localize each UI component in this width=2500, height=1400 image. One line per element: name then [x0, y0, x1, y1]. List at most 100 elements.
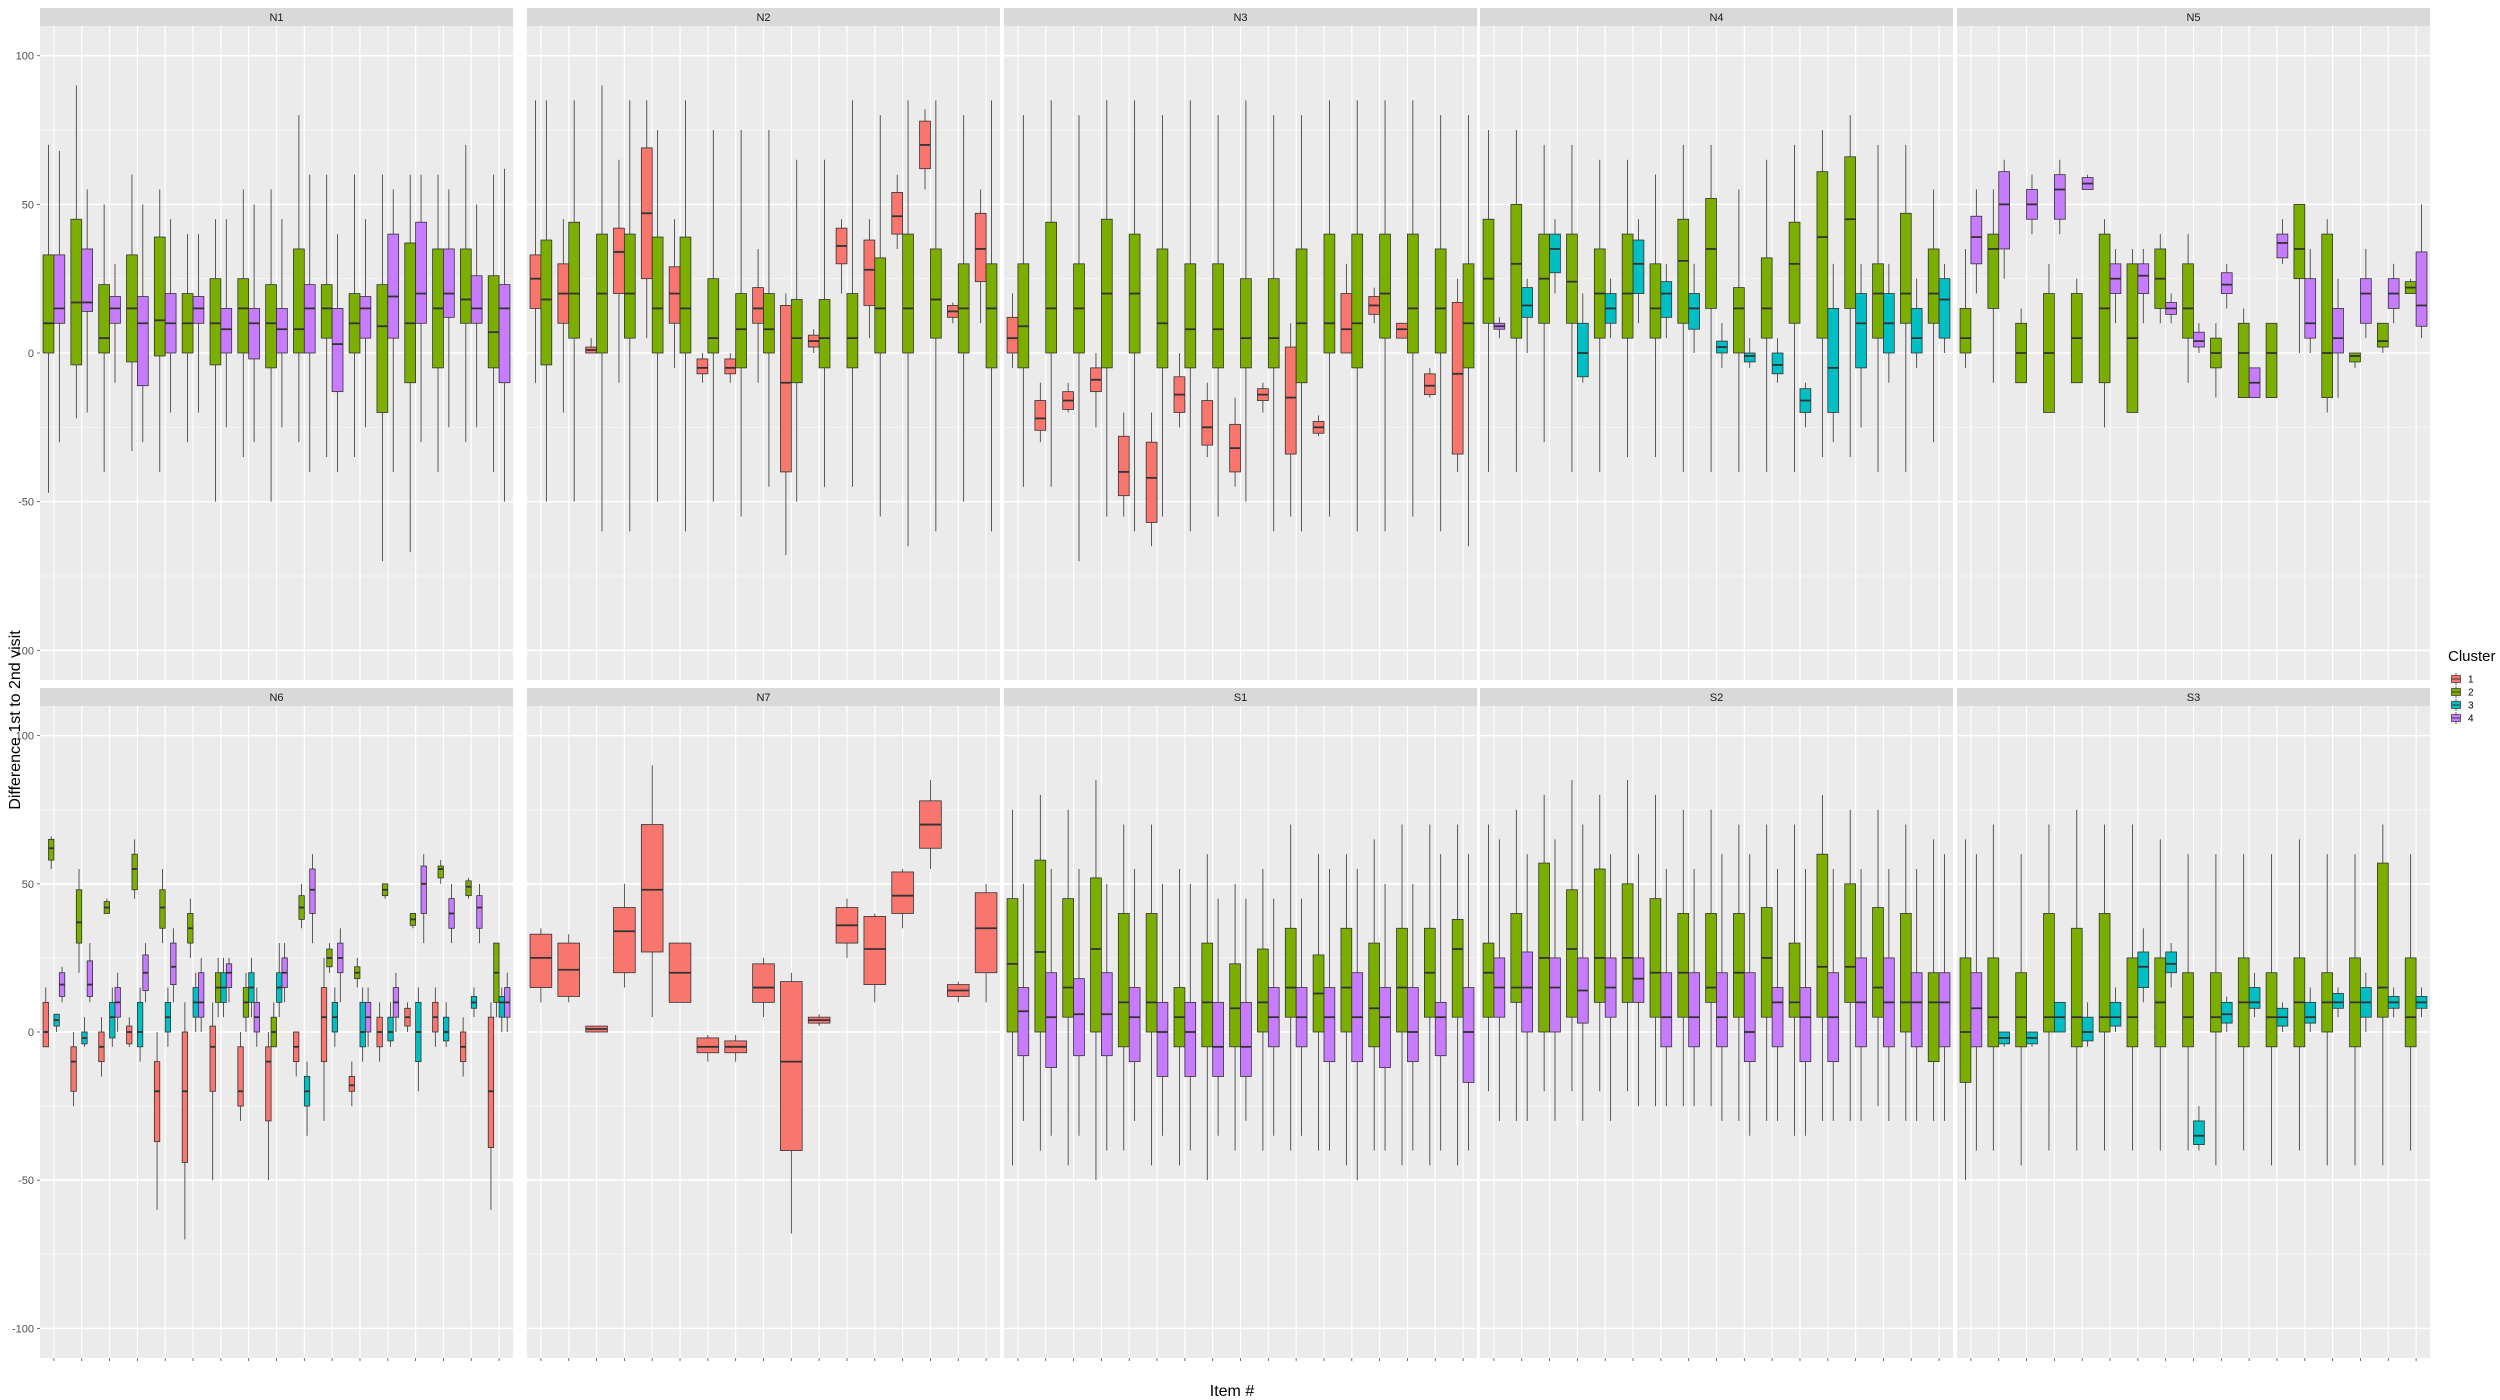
box-N2-item7-cluster2 [707, 130, 720, 502]
box-body [1855, 293, 1867, 369]
box-body [2015, 972, 2027, 1048]
box-S1-item5-cluster2 [1117, 824, 1130, 1151]
box-N3-item9-cluster2 [1240, 100, 1252, 502]
box-N1-item1-cluster4 [53, 150, 66, 443]
box-body [846, 293, 859, 369]
box-S3-item6-cluster2 [2098, 824, 2111, 1151]
box-N3-item12-cluster1 [1312, 415, 1325, 437]
box-N3-item2-cluster2 [1045, 100, 1057, 487]
panel-strip [1957, 688, 2430, 706]
box-N5-item13-cluster2 [2293, 203, 2306, 353]
box-body [1407, 987, 1419, 1063]
box-S3-item17-cluster2 [2404, 854, 2417, 1151]
box-N6-item11-cluster4 [337, 928, 344, 1003]
box-N4-item12-cluster3 [1799, 382, 1812, 428]
box-body [891, 871, 914, 914]
box-N7-item2-cluster1 [557, 934, 580, 1003]
box-body [1482, 942, 1495, 1018]
box-N6-item15-cluster1 [432, 987, 439, 1047]
box-body [902, 233, 914, 354]
box-body [1451, 302, 1464, 455]
box-N2-item4-cluster2 [623, 100, 636, 532]
panel-strip [1480, 688, 1953, 706]
box-body [1156, 248, 1169, 369]
box-S2-item14-cluster2 [1844, 809, 1857, 1121]
box-S3-item8-cluster2 [2154, 839, 2167, 1151]
box-body [1970, 972, 1983, 1048]
box-N7-item14-cluster1 [891, 869, 914, 929]
box-body [2332, 993, 2344, 1009]
box-N5-item11-cluster4 [2248, 367, 2261, 398]
box-S3-item12-cluster3 [2276, 1002, 2289, 1032]
box-body [1938, 278, 1951, 339]
box-body [181, 1031, 189, 1163]
box-N6-item1-cluster4 [58, 966, 66, 1003]
box-N1-item13-cluster4 [387, 189, 400, 472]
box-N1-item10-cluster4 [303, 174, 316, 472]
box-body [1593, 868, 1606, 1003]
box-body [1705, 198, 1717, 309]
box-S1-item17-cluster4 [1462, 854, 1475, 1151]
box-N2-item7-cluster1 [696, 353, 709, 383]
box-body [1910, 308, 1923, 354]
box-S1-item6-cluster2 [1145, 824, 1158, 1166]
box-body [81, 248, 93, 312]
box-S3-item11-cluster2 [2237, 854, 2250, 1151]
box-S3-item4-cluster3 [2053, 1001, 2066, 1033]
box-N4-item1-cluster2 [1482, 130, 1495, 472]
box-N6-item10-cluster2 [298, 883, 305, 929]
box-body [136, 296, 149, 387]
box-S2-item6-cluster4 [1632, 854, 1645, 1107]
box-body [1649, 898, 1662, 1018]
box-S2-item10-cluster2 [1733, 824, 1745, 1121]
box-S2-item8-cluster4 [1688, 869, 1700, 1107]
box-body [1267, 278, 1280, 369]
box-S2-item15-cluster2 [1872, 809, 1884, 1107]
box-S2-item5-cluster4 [1604, 854, 1617, 1121]
panel-strip-label: N1 [269, 12, 283, 24]
box-N4-item15-cluster3 [1883, 263, 1895, 383]
box-body [1145, 913, 1158, 1033]
box-body [1771, 987, 1784, 1048]
box-N7-item17-cluster1 [974, 883, 998, 1003]
box-S2-item4-cluster2 [1566, 780, 1578, 1092]
box-body [2293, 203, 2306, 280]
box-body [359, 1001, 366, 1048]
y-tick-label: -100 [12, 645, 34, 657]
panel-strip-label: N7 [756, 692, 770, 704]
box-N2-item16-cluster2 [957, 115, 970, 502]
legend-key-cluster-2: 2 [2450, 686, 2474, 699]
box-N3-item7-cluster2 [1184, 100, 1197, 532]
box-body [1184, 1001, 1197, 1077]
box-body [376, 284, 389, 413]
box-body [309, 868, 316, 914]
panel-strip-label: N6 [269, 692, 283, 704]
box-N6-item10-cluster1 [293, 1031, 300, 1077]
box-body [237, 278, 250, 354]
box-body [1212, 1001, 1224, 1077]
box-N6-item1-cluster3 [53, 1013, 60, 1032]
box-body [1827, 308, 1840, 413]
box-body [70, 218, 83, 366]
box-S3-item17-cluster3 [2415, 987, 2428, 1018]
box-body [2137, 263, 2150, 294]
box-N5-item7-cluster4 [2137, 248, 2150, 324]
box-body [1660, 281, 1673, 318]
box-N6-item17-cluster1 [487, 1002, 495, 1210]
box-body [623, 233, 636, 339]
box-S2-item3-cluster2 [1538, 794, 1550, 1092]
box-body [237, 1046, 244, 1107]
box-body [529, 933, 553, 988]
legend-key-cluster-4: 4 [2450, 712, 2474, 725]
box-body [1145, 441, 1158, 523]
box-N6-item10-cluster4 [309, 854, 316, 944]
box-body [1006, 898, 1019, 1033]
box-body [126, 1025, 133, 1045]
box-body [1034, 400, 1047, 431]
box-body [2304, 1001, 2317, 1024]
box-body [1240, 278, 1252, 369]
box-N4-item14-cluster2 [1844, 115, 1857, 458]
box-N6-item14-cluster4 [420, 854, 427, 944]
box-N4-item16-cluster2 [1900, 144, 1912, 472]
box-body [1117, 435, 1130, 497]
